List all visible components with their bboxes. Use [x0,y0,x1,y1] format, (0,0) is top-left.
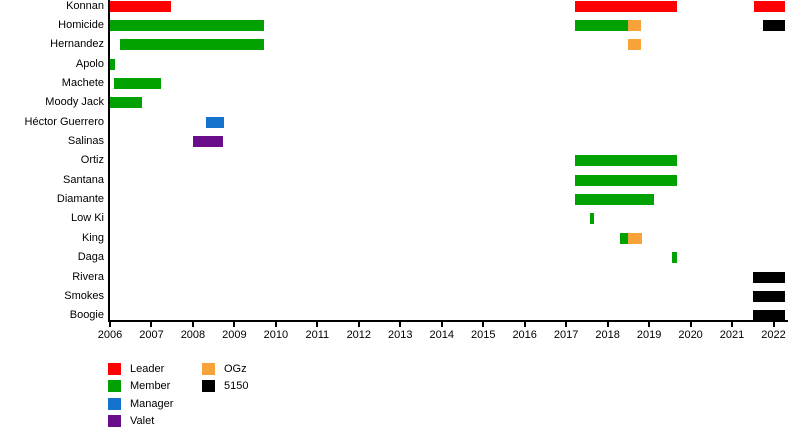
x-tick-label: 2007 [139,329,164,341]
timeline-bar [574,194,655,206]
timeline-bar [574,0,677,12]
x-tick [731,322,734,327]
row-label: Machete [61,76,104,89]
x-tick-label: 2012 [346,329,372,341]
legend-label: Manager [130,397,174,410]
row-label: King [81,231,104,244]
row-label: Homicide [58,18,104,31]
x-tick-label: 2013 [388,329,413,341]
timeline-bar [589,213,594,225]
row-label: Moody Jack [45,96,104,109]
legend-label: OGz [224,363,247,375]
legend-swatch-5150 [202,380,215,393]
row-label: Santana [63,173,104,186]
x-tick [440,322,443,327]
x-tick [233,322,236,327]
timeline-bar [620,232,628,244]
row-label: Smokes [64,289,104,302]
legend-swatch-leader [108,363,121,375]
legend-label: Member [130,380,171,393]
timeline-bar [119,39,264,51]
x-tick [109,322,111,327]
timeline-bar [752,271,786,283]
x-tick [274,322,277,327]
x-tick-label: 2009 [222,329,247,341]
legend-label: 5150 [224,380,249,393]
timeline-bar [752,310,786,322]
legend-swatch-member [108,380,121,393]
row-label: Salinas [67,135,104,148]
x-tick-label: 2014 [429,329,454,341]
row-label: Daga [77,251,104,264]
x-tick-label: 2019 [636,329,662,341]
x-tick [689,322,692,327]
x-tick-label: 2016 [512,329,537,341]
x-tick [606,322,609,327]
timeline-bar [574,155,677,167]
legend-swatch-manager [108,397,121,410]
legend-swatch-valet [108,415,121,428]
y-axis-line [108,0,110,322]
x-tick-label: 2021 [719,329,745,341]
x-tick [523,322,526,327]
timeline-bar [671,252,677,264]
timeline-bar [110,19,264,31]
timeline-bar [753,0,785,12]
row-label: Héctor Guerrero [24,115,104,128]
timeline-bar [574,19,628,31]
x-tick-label: 2020 [678,329,703,341]
x-tick-label: 2010 [263,329,289,341]
x-tick [191,322,194,327]
row-label: Rivera [72,270,104,283]
timeline-bar [110,58,115,70]
timeline-bar [574,174,677,186]
row-label: Boogie [69,309,104,322]
x-tick-label: 2011 [305,329,330,341]
legend-label: Valet [130,415,155,428]
legend-label: Leader [130,363,165,375]
x-tick [565,322,568,327]
x-tick-label: 2018 [595,329,620,341]
x-tick-label: 2008 [180,329,206,341]
timeline-bar [627,39,641,51]
timeline-bar [762,19,786,31]
x-tick [150,322,153,327]
row-label: Low Ki [70,212,104,225]
x-tick-label: 2017 [553,329,579,341]
x-tick-label: 2006 [97,329,123,341]
timeline-bar [110,0,171,12]
legend-swatch-ogz [202,363,215,375]
timeline-bar [205,116,225,128]
x-tick [357,322,360,327]
row-label: Konnan [66,0,104,12]
timeline-bar [110,97,142,109]
timeline-bar [627,232,643,244]
x-tick-label: 2015 [470,329,496,341]
row-label: Diamante [56,193,104,206]
x-axis-line [108,320,788,322]
timeline-bar [627,19,641,31]
x-tick [316,322,319,327]
row-label: Apolo [75,57,104,70]
x-tick [772,322,775,327]
timeline-bar [192,136,223,148]
row-label: Ortiz [80,154,104,167]
x-tick-label: 2022 [761,329,786,341]
x-tick [648,322,651,327]
timeline-bar [114,77,161,89]
timeline-bar [752,290,786,302]
x-tick [482,322,485,327]
x-tick [399,322,402,327]
row-label: Hernandez [50,38,104,51]
